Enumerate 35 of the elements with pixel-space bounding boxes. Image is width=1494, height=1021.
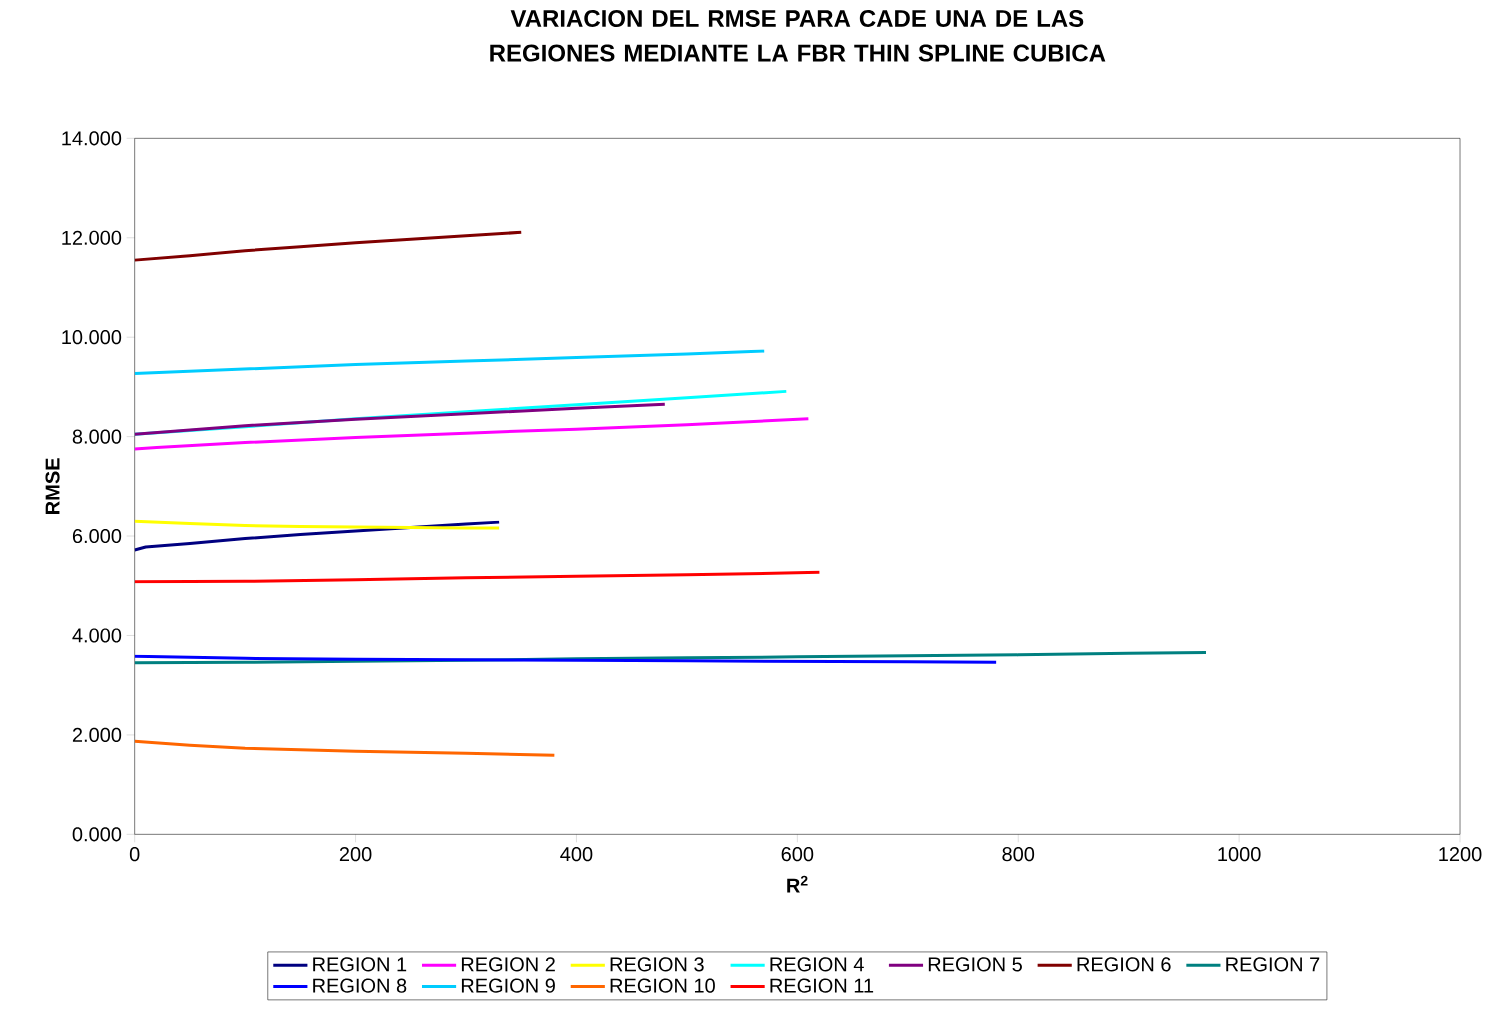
line-series bbox=[134, 417, 810, 451]
line-series bbox=[134, 402, 667, 436]
x-tick-label: 0 bbox=[129, 847, 140, 862]
y-axis-title: RMSE bbox=[45, 458, 60, 514]
legend-label: REGION 2 bbox=[461, 957, 555, 972]
y-tick-label: 4.000 bbox=[72, 628, 122, 643]
legend-label: REGION 4 bbox=[770, 957, 864, 972]
legend-label: REGION 10 bbox=[610, 978, 715, 993]
x-tick-label: 1000 bbox=[1218, 847, 1261, 862]
y-tick-label: 0.000 bbox=[72, 827, 122, 842]
line-series bbox=[134, 519, 501, 530]
y-tick-label: 12.000 bbox=[62, 230, 122, 245]
y-tick-label: 14.000 bbox=[62, 131, 122, 146]
x-tick-label: 800 bbox=[1002, 847, 1035, 862]
line-series bbox=[134, 739, 556, 757]
chart-title: VARIACION DEL RMSE PARA CADE UNA DE LAS REGIONES MEDIANTE LA FBR THIN SPLINE CUBICA bbox=[490, 9, 1106, 62]
legend-label: REGION 3 bbox=[610, 957, 704, 972]
x-tick-label: 1200 bbox=[1439, 847, 1482, 862]
legend-label: REGION 8 bbox=[313, 978, 407, 993]
y-tick-label: 2.000 bbox=[72, 727, 122, 742]
legend-label: REGION 6 bbox=[1077, 957, 1171, 972]
legend-label: REGION 5 bbox=[928, 957, 1022, 972]
legend-label: REGION 11 bbox=[770, 978, 874, 993]
legend-label: REGION 7 bbox=[1226, 957, 1320, 972]
x-axis-title: R$^{2}$ bbox=[787, 875, 808, 893]
y-tick-label: 10.000 bbox=[62, 330, 122, 345]
y-tick-label: 6.000 bbox=[72, 528, 122, 544]
line-series bbox=[134, 570, 821, 584]
legend-label: REGION 1 bbox=[313, 957, 407, 972]
line-series bbox=[134, 230, 523, 262]
x-tick-label: 200 bbox=[339, 847, 372, 862]
y-tick-label: 8.000 bbox=[72, 429, 122, 444]
x-tick-label: 600 bbox=[781, 847, 814, 862]
legend-label: REGION 9 bbox=[461, 978, 555, 993]
x-tick-label: 400 bbox=[560, 847, 593, 862]
